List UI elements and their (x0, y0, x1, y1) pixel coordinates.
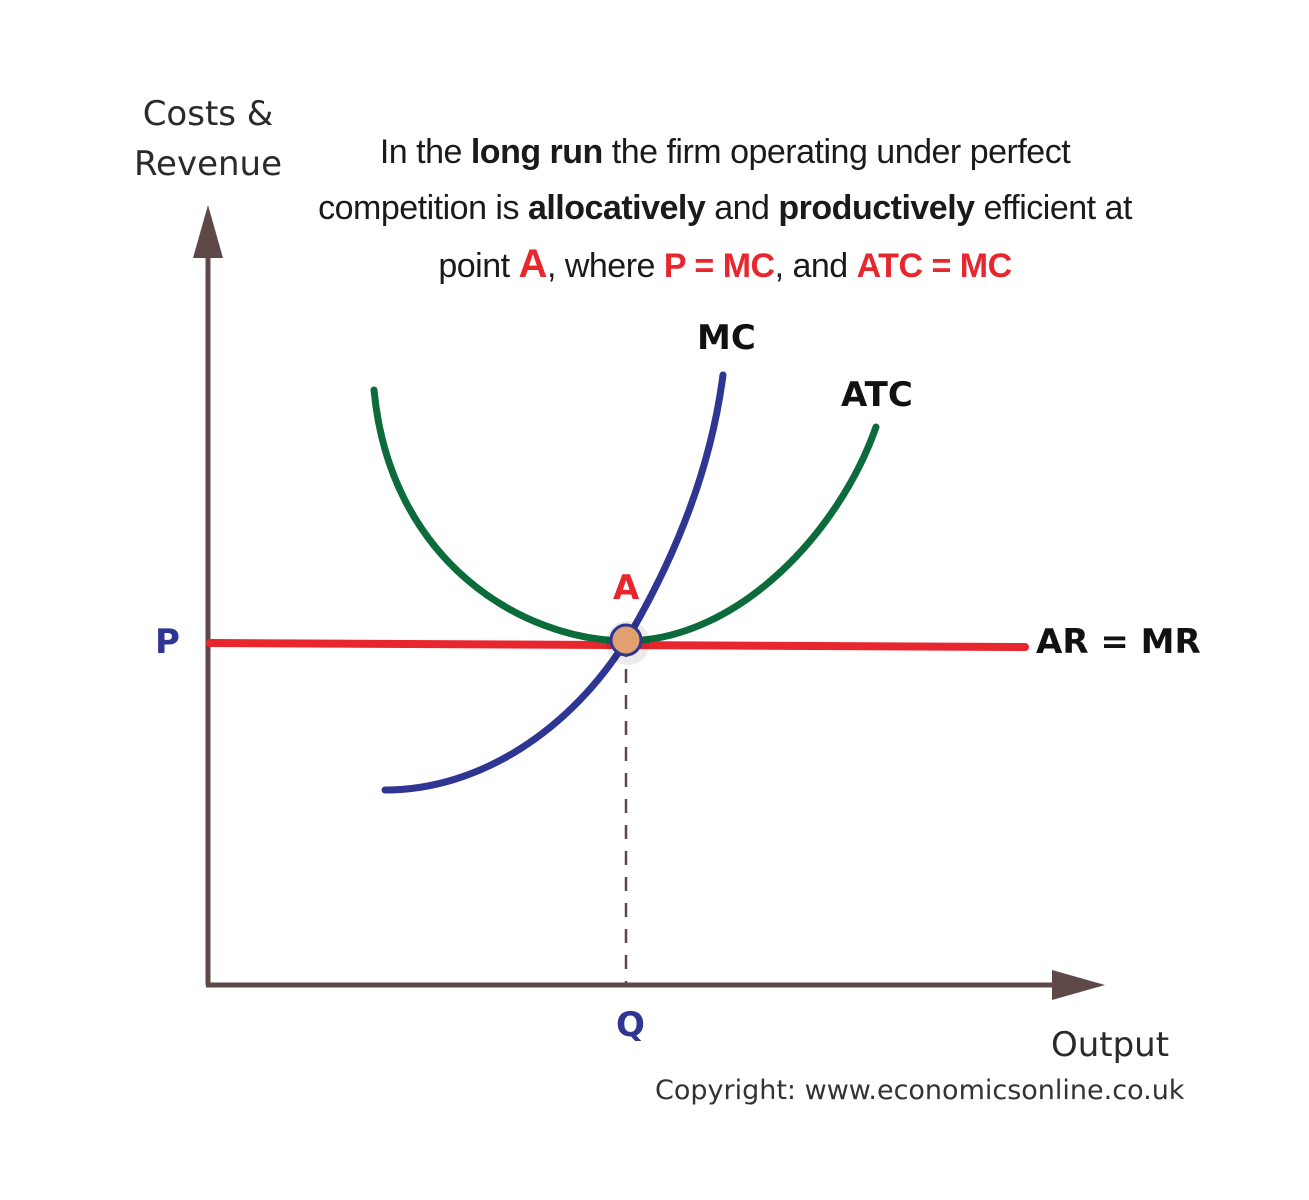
caption-text-2: the firm operating under perfect competi… (318, 133, 1071, 227)
y-axis-label: Costs & Revenue (118, 89, 298, 189)
atc-curve-label: ATC (841, 375, 913, 415)
y-axis-label-line1: Costs & (142, 94, 274, 134)
point-a-marker (609, 623, 643, 657)
y-axis-label-line2: Revenue (133, 144, 283, 184)
x-tick-q: Q (616, 1005, 645, 1045)
caption-eq-p-mc: P = MC (663, 247, 775, 285)
caption-bold-productively: productively (778, 189, 975, 227)
caption-text-3: and (705, 189, 779, 227)
caption-eq-atc-mc: ATC = MC (856, 247, 1012, 285)
caption-text-4: efficient at point (438, 189, 1132, 285)
caption-text-6: , and (774, 247, 857, 285)
ar-mr-curve-label: AR = MR (1036, 622, 1201, 662)
mc-curve-label: MC (697, 318, 756, 358)
x-axis-label: Output (1050, 1025, 1170, 1065)
mc-curve (381, 371, 727, 794)
caption-text-5: , where (546, 247, 664, 285)
diagram-caption: In the long run the firm operating under… (300, 124, 1150, 294)
caption-point-a: A (518, 242, 548, 286)
copyright-notice: Copyright: www.economicsonline.co.uk (655, 1075, 1185, 1106)
caption-bold-allocatively: allocatively (527, 189, 706, 227)
caption-text-1: In the (379, 133, 471, 171)
y-tick-p: P (155, 622, 180, 662)
caption-bold-long-run: long run (470, 133, 603, 171)
point-a-label: A (613, 568, 640, 608)
x-axis-arrowhead (1052, 970, 1105, 1000)
y-axis-arrowhead (193, 205, 223, 258)
